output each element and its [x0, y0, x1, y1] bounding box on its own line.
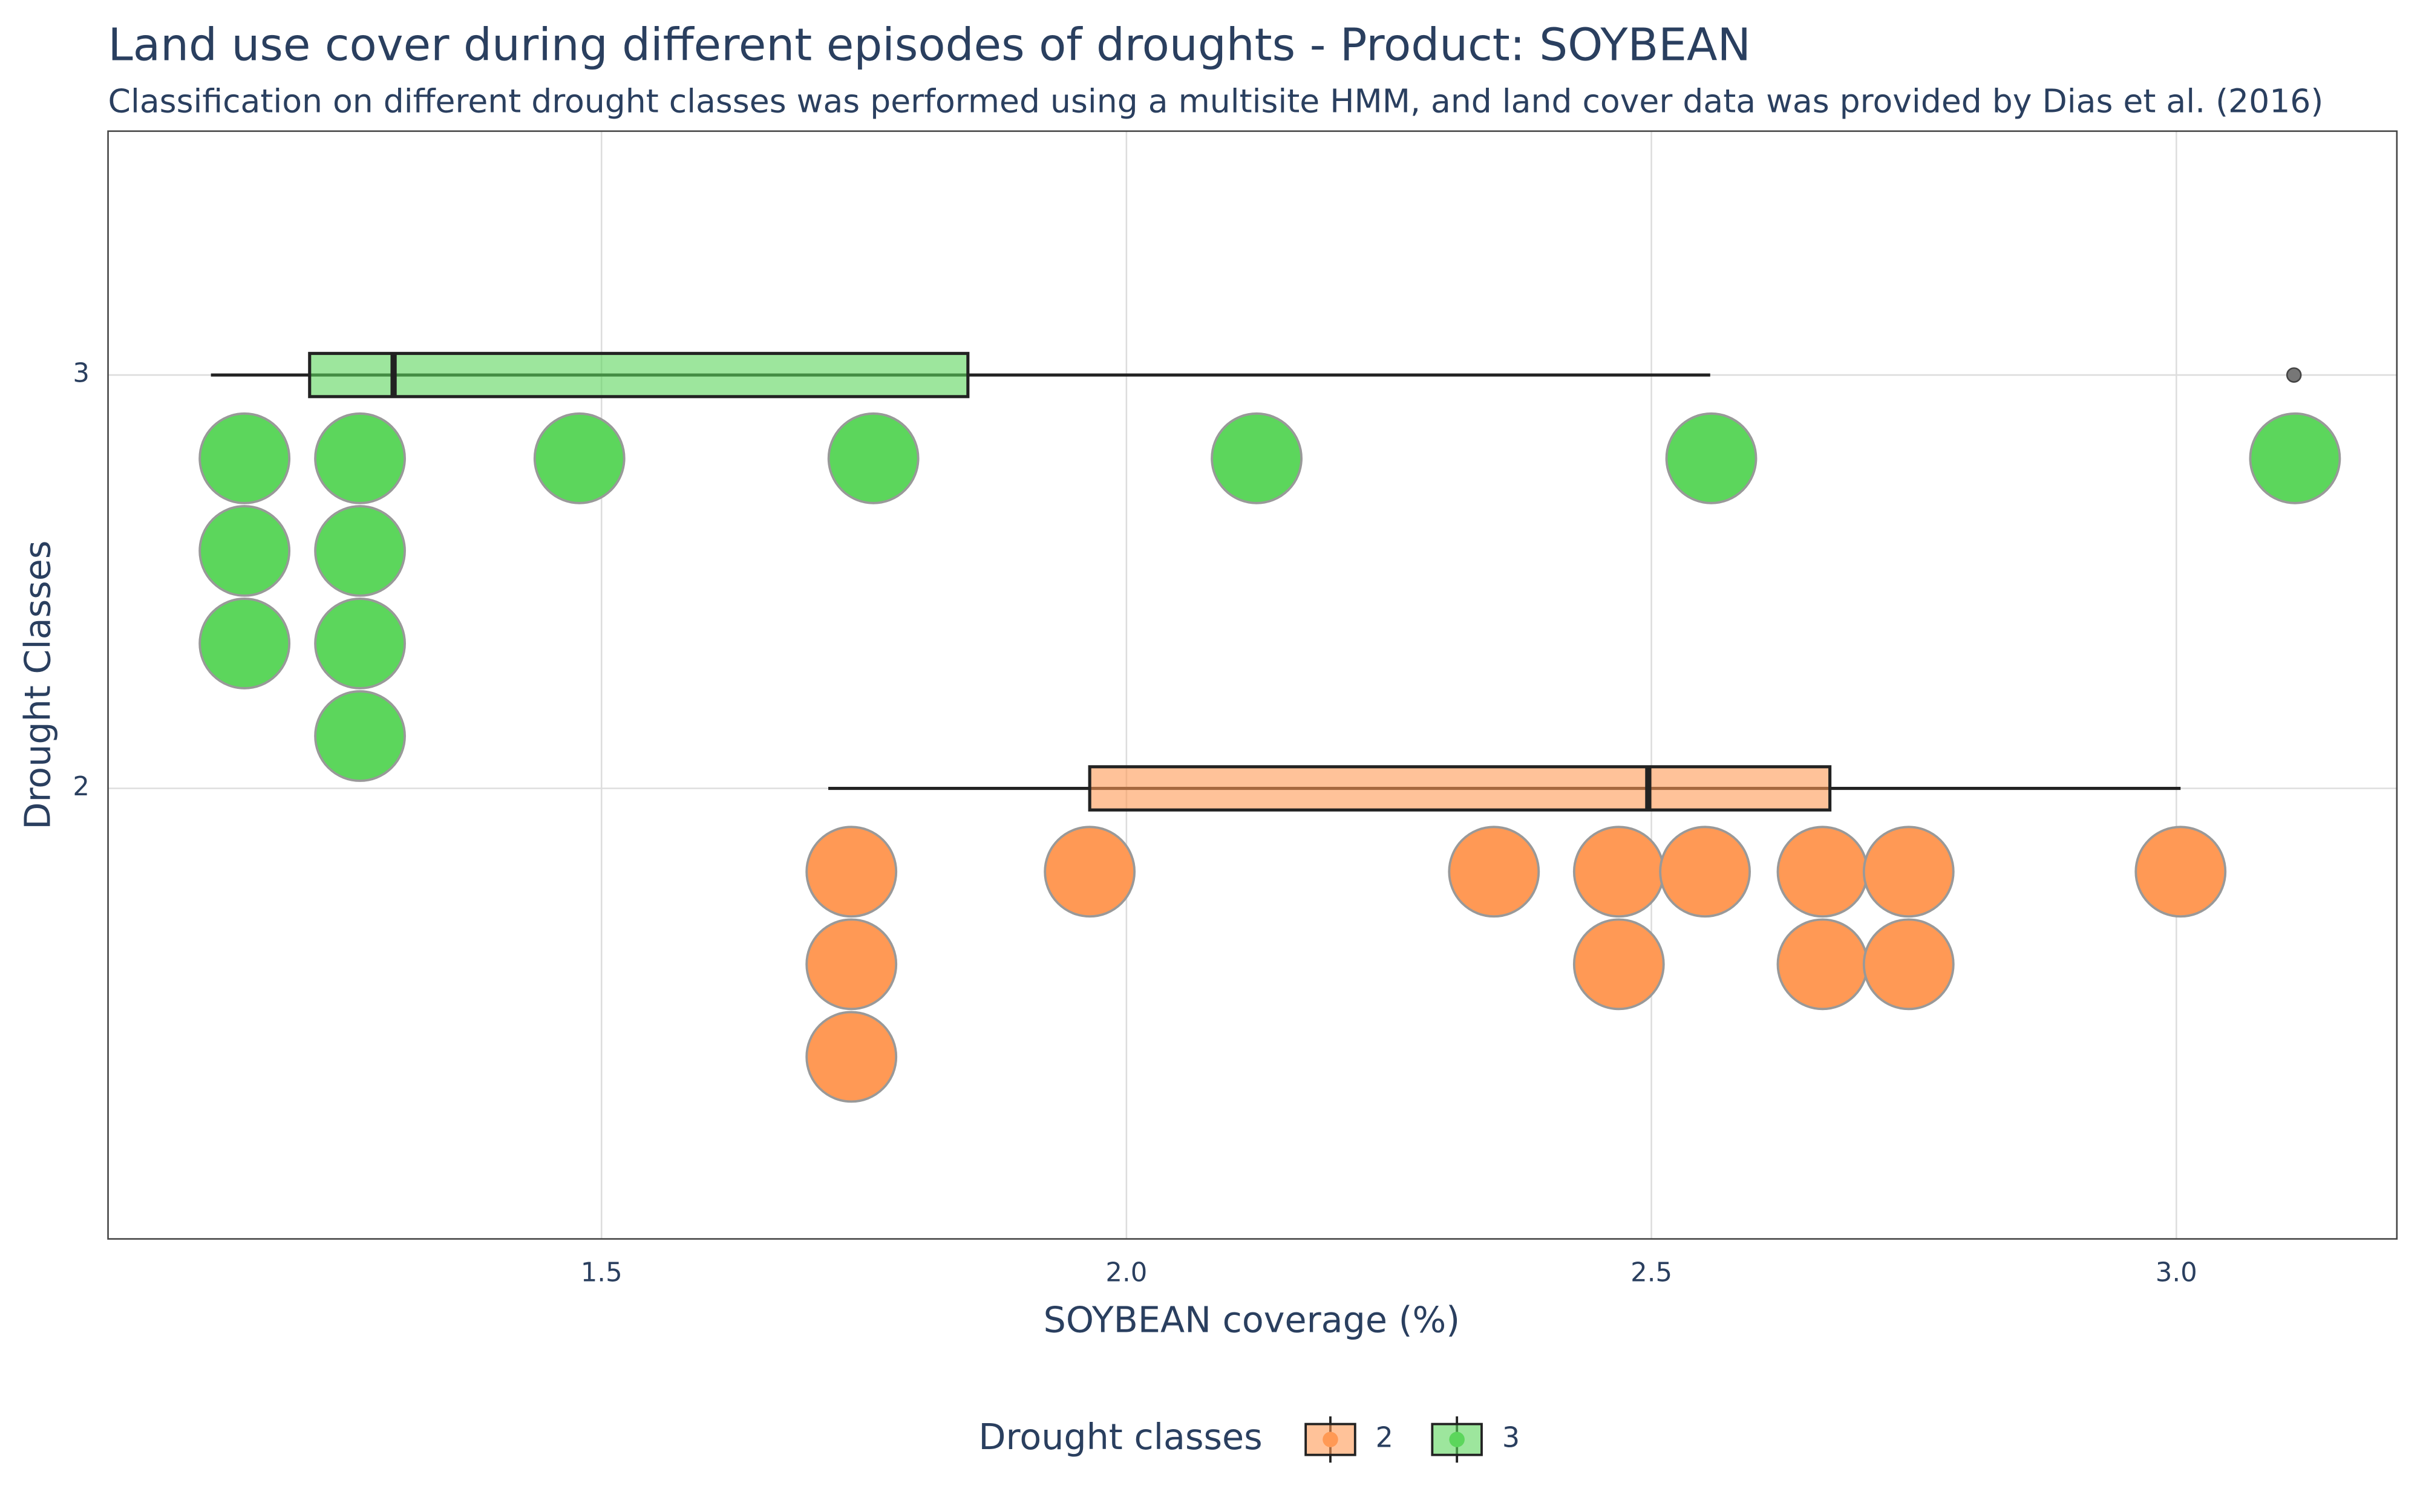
dot	[1572, 918, 1665, 1011]
x-tick-label: 1.5	[581, 1258, 623, 1288]
legend-dot	[1323, 1432, 1338, 1447]
x-axis-label: SOYBEAN coverage (%)	[1044, 1299, 1460, 1340]
dot	[198, 598, 291, 689]
dot	[1211, 412, 1303, 504]
legend-dot	[1449, 1432, 1465, 1447]
plot-frame	[107, 130, 2398, 1240]
x-tick-label: 2.0	[1105, 1258, 1147, 1288]
dot	[2134, 826, 2227, 918]
y-tick-label: 2	[73, 772, 90, 802]
dot	[198, 412, 291, 504]
dot	[2249, 412, 2341, 504]
dot	[198, 504, 291, 597]
y-tick-label: 3	[73, 359, 90, 389]
dot	[805, 918, 898, 1011]
dot	[805, 826, 898, 918]
legend-label: 3	[1502, 1421, 1520, 1454]
dot	[1665, 412, 1758, 504]
dot	[314, 412, 406, 504]
dot	[1044, 826, 1136, 918]
chart-title: Land use cover during different episodes…	[108, 19, 1751, 71]
dot	[314, 690, 406, 782]
x-tick-label: 3.0	[2156, 1258, 2197, 1288]
legend-label: 2	[1376, 1421, 1393, 1454]
dot	[827, 412, 920, 504]
box	[1088, 765, 1832, 812]
dot	[533, 412, 626, 504]
dot	[314, 504, 406, 597]
box	[308, 351, 970, 399]
chart-subtitle: Classification on different drought clas…	[108, 82, 2324, 120]
dot	[1862, 918, 1955, 1011]
dot	[1572, 826, 1665, 918]
dot	[1448, 826, 1540, 918]
dot	[805, 1011, 898, 1103]
y-axis-label: Drought Classes	[17, 541, 58, 830]
dot	[1776, 918, 1869, 1011]
dot	[314, 598, 406, 689]
dot	[1659, 826, 1751, 918]
dot	[1862, 826, 1955, 918]
dot	[1776, 826, 1869, 918]
x-tick-label: 2.5	[1630, 1258, 1672, 1288]
outlier	[2286, 367, 2302, 383]
legend-title: Drought classes	[978, 1416, 1262, 1458]
